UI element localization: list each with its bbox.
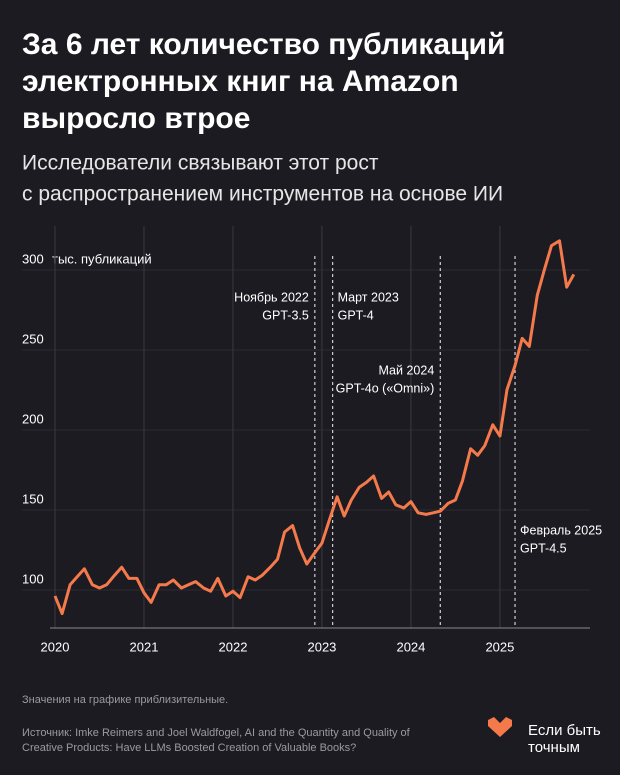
event-label: GPT-4o («Omni») <box>336 381 435 395</box>
event-label: GPT-4 <box>338 308 374 322</box>
brand-logo <box>488 717 512 737</box>
x-tick-label: 2022 <box>219 639 248 654</box>
event-label: GPT-4.5 <box>520 541 567 555</box>
brand: Если быть <box>528 722 601 739</box>
x-tick-label: 2023 <box>307 639 336 654</box>
note: Значения на графике приблизительные. <box>22 694 228 706</box>
x-tick-label: 2024 <box>396 639 425 654</box>
event-label: Ноябрь 2022 <box>234 290 309 304</box>
y-unit-label: тыс. публикаций <box>52 251 152 266</box>
event-label: Март 2023 <box>338 290 399 304</box>
event-label: Май 2024 <box>379 363 435 377</box>
chart-title: выросло втрое <box>22 102 250 135</box>
event-label: GPT-3.5 <box>262 308 309 322</box>
data-line <box>53 239 576 616</box>
y-tick-label: 100 <box>22 571 44 586</box>
x-tick-label: 2020 <box>41 639 70 654</box>
chart-title: электронных книг на Amazon <box>22 65 459 98</box>
source: Creative Products: Have LLMs Boosted Cre… <box>22 742 356 754</box>
y-tick-label: 150 <box>22 491 44 506</box>
source: Источник: Imke Reimers and Joel Waldfoge… <box>22 727 411 739</box>
event-label: Февраль 2025 <box>520 523 602 537</box>
chart-title: За 6 лет количество публикаций <box>22 28 505 61</box>
y-tick-label: 250 <box>22 331 44 346</box>
y-tick-label: 200 <box>22 411 44 426</box>
chart-subtitle: Исследователи связывают этот рост <box>22 152 379 175</box>
chart-subtitle: с распространением инструментов на основ… <box>22 183 503 206</box>
x-tick-label: 2025 <box>485 639 514 654</box>
brand: точным <box>528 739 580 756</box>
x-tick-label: 2021 <box>130 639 159 654</box>
y-tick-label: 300 <box>22 251 44 266</box>
